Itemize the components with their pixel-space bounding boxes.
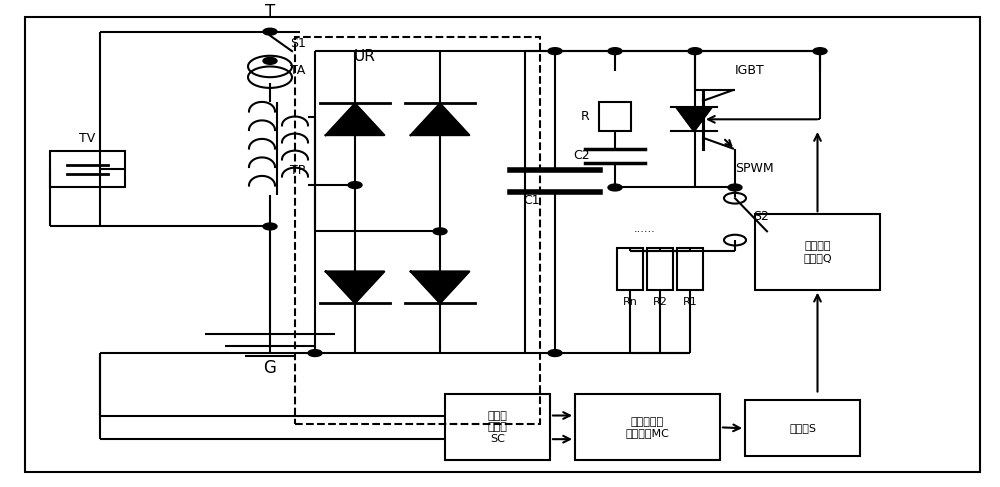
Bar [295,37,540,424]
Text: 信号发生及
处理模块MC: 信号发生及 处理模块MC [626,416,669,438]
Text: ......: ...... [634,224,656,234]
Text: TA: TA [290,64,305,77]
Text: R1: R1 [683,297,697,307]
Text: TV: TV [79,132,96,145]
Circle shape [548,48,562,55]
Polygon shape [326,272,384,303]
Polygon shape [411,272,469,303]
Circle shape [263,28,277,35]
Bar [647,248,673,290]
Bar [445,394,550,460]
Text: G: G [264,359,276,376]
Text: 显示屏S: 显示屏S [789,423,816,433]
Text: IGBT: IGBT [735,64,765,77]
Text: 驱动与保
护电路Q: 驱动与保 护电路Q [803,241,832,263]
Polygon shape [676,107,712,131]
Text: C2: C2 [573,150,590,162]
Bar [745,400,860,456]
Text: R: R [581,111,590,123]
Text: Rn: Rn [623,297,637,307]
Circle shape [728,184,742,191]
Polygon shape [326,104,384,135]
Text: TP: TP [290,164,305,177]
Text: S1: S1 [290,37,306,50]
Circle shape [688,48,702,55]
Text: UR: UR [354,49,376,63]
Text: T: T [265,3,275,21]
Bar [755,214,880,290]
Circle shape [308,350,322,356]
Circle shape [608,48,622,55]
Circle shape [348,182,362,188]
Circle shape [263,57,277,64]
Circle shape [548,350,562,356]
Bar [677,248,703,290]
Bar [575,394,720,460]
Text: R2: R2 [653,297,667,307]
Circle shape [813,48,827,55]
Bar [50,151,125,187]
Text: S2: S2 [753,210,769,223]
Circle shape [433,228,447,235]
Text: SPWM: SPWM [735,162,774,174]
Bar [599,102,631,131]
Circle shape [263,223,277,230]
Text: C1: C1 [523,194,540,207]
Text: 信号调
理电路
SC: 信号调 理电路 SC [488,411,507,444]
Polygon shape [411,104,469,135]
Circle shape [608,184,622,191]
Bar [617,248,643,290]
